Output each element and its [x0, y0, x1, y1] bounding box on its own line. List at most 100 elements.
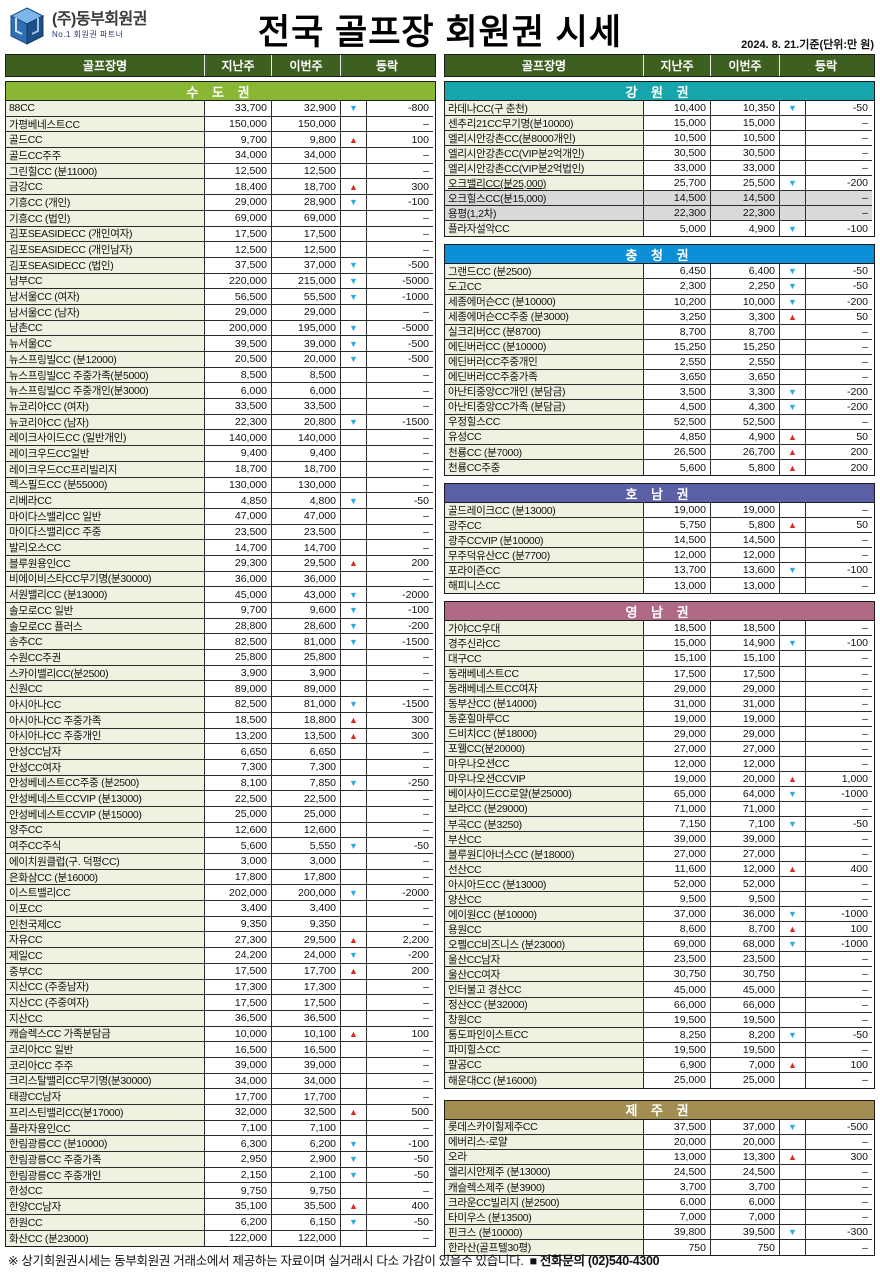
course-name-cell: 코리아CC 주주 — [6, 1057, 205, 1074]
course-name-text: 세종에머슨CC (분10000) — [448, 296, 556, 309]
change-direction-cell — [341, 477, 367, 494]
last-week-price-cell: 27,000 — [644, 741, 711, 757]
course-name-text: 용평(1,2차) — [448, 207, 497, 220]
course-name-text: 리베라CC — [9, 495, 52, 508]
course-name-text: 골드CC주주 — [9, 149, 62, 162]
page-title: 전국 골프장 회원권 시세 — [257, 13, 623, 52]
change-value-cell: – — [806, 801, 872, 817]
change-direction-cell — [780, 756, 806, 772]
course-name-cell: 창원CC — [445, 1012, 644, 1028]
change-value-cell: – — [367, 1073, 433, 1090]
change-direction-cell — [341, 148, 367, 164]
course-name-cell: 안성베네스트CCVIP (분15000) — [6, 806, 205, 823]
change-value-cell: – — [806, 711, 872, 727]
course-name-cell: 아난티중앙CC개인 (분담금) — [445, 384, 644, 400]
last-week-price-cell: 14,500 — [644, 191, 711, 207]
this-week-price-cell: 750 — [711, 1240, 780, 1256]
up-arrow-icon: ▲ — [788, 447, 797, 457]
change-direction-cell — [341, 540, 367, 556]
course-name-cell: 아시아드CC (분13000) — [445, 877, 644, 893]
course-name-text: 오크힐스CC(분15,000) — [448, 192, 547, 205]
change-value-cell: – — [806, 756, 872, 772]
table-row: 발리오스CC 14,700 14,700 – — [6, 540, 435, 556]
change-direction-cell — [780, 324, 806, 340]
this-week-price-cell: 10,000 — [711, 294, 780, 310]
course-name-text: 울산CC남자 — [448, 953, 501, 966]
last-week-price-cell: 3,700 — [644, 1180, 711, 1196]
down-arrow-icon: ▼ — [788, 909, 797, 920]
table-row: 블루원용인CC 29,300 29,500 ▲ 200 — [6, 555, 435, 572]
course-name-text: 남촌CC — [9, 322, 43, 335]
change-value-cell: -50 — [806, 101, 872, 117]
last-week-price-cell: 25,700 — [644, 176, 711, 192]
course-name-text: 남서울CC (남자) — [9, 306, 80, 319]
table-row: 마이다스밸리CC 주중 23,500 23,500 – — [6, 524, 435, 541]
course-name-cell: 통도파인이스트CC — [445, 1027, 644, 1043]
up-arrow-icon: ▲ — [349, 181, 358, 192]
change-value-cell: – — [367, 916, 433, 933]
course-name-cell: 지산CC — [6, 1010, 205, 1027]
course-name-text: 레이크우드CC일반 — [9, 447, 90, 460]
change-direction-cell — [780, 161, 806, 177]
change-value-cell: 300 — [367, 179, 433, 196]
change-value-cell: – — [806, 621, 872, 637]
change-value-cell: 1,000 — [806, 771, 872, 787]
this-week-price-cell: 13,000 — [711, 578, 780, 594]
course-name-text: 정산CC (분32000) — [448, 999, 528, 1012]
course-name-cell: 한라산(골프텔30평) — [445, 1240, 644, 1256]
this-week-price-cell: 31,000 — [711, 696, 780, 712]
change-direction-cell: ▼ — [780, 399, 806, 415]
last-week-price-cell: 2,300 — [644, 279, 711, 295]
change-value-cell: 500 — [367, 1105, 433, 1121]
change-value-cell: – — [806, 696, 872, 712]
course-name-text: 크리스탈밸리CC무기명(분30000) — [9, 1075, 152, 1088]
disclaimer-text: ※ 상기회원권시세는 동부회원권 거래소에서 제공하는 자료이며 실거래시 다소… — [8, 1254, 524, 1268]
table-row: 골드레이크CC (분13000) 19,000 19,000 – — [445, 503, 874, 519]
course-name-cell: 양주CC — [6, 822, 205, 839]
course-name-cell: 뉴코리아CC (여자) — [6, 399, 205, 415]
change-value-cell: 100 — [806, 1057, 872, 1073]
down-arrow-icon: ▼ — [349, 699, 358, 710]
course-name-text: 가야CC우대 — [448, 622, 501, 635]
table-row: 금강CC 18,400 18,700 ▲ 300 — [6, 179, 435, 196]
table-row: 리베라CC 4,850 4,800 ▼ -50 — [6, 493, 435, 509]
change-direction-cell — [780, 191, 806, 207]
change-direction-cell: ▼ — [780, 264, 806, 280]
change-direction-cell: ▼ — [780, 1027, 806, 1043]
change-value-cell: – — [367, 1042, 433, 1058]
change-direction-cell: ▼ — [341, 697, 367, 713]
course-name-cell: 우정힐스CC — [445, 414, 644, 430]
course-name-cell: 뉴스프링빌CC 주중가족(분5000) — [6, 367, 205, 384]
change-value-cell: – — [806, 354, 872, 370]
change-value-cell: – — [367, 869, 433, 886]
table-row: 에이치원클럽(구. 덕평CC) 3,000 3,000 – — [6, 854, 435, 870]
this-week-price-cell: 13,600 — [711, 563, 780, 579]
course-name-text: 가평베네스트CC — [9, 118, 80, 131]
course-name-cell: 유성CC — [445, 429, 644, 445]
table-row: 도고CC 2,300 2,250 ▼ -50 — [445, 279, 874, 295]
change-direction-cell: ▲ — [780, 1057, 806, 1073]
change-value-cell: – — [806, 1072, 872, 1088]
change-value-cell: -300 — [806, 1225, 872, 1241]
course-name-text: 마우나오션CC — [448, 758, 510, 771]
course-name-text: 양산CC — [448, 893, 482, 906]
last-week-price-cell: 200,000 — [205, 320, 272, 337]
up-arrow-icon: ▲ — [788, 520, 797, 531]
table-row: 인천국제CC 9,350 9,350 – — [6, 916, 435, 933]
table-row: 베이사이드CC로얄(분25000) 65,000 64,000 ▼ -1000 — [445, 786, 874, 802]
change-value-cell: 400 — [806, 862, 872, 878]
change-direction-cell: ▼ — [341, 885, 367, 902]
region-band: 영 남 권 — [445, 602, 874, 622]
this-week-price-cell: 5,800 — [711, 460, 780, 476]
course-name-text: 한림광릉CC (분10000) — [9, 1138, 108, 1151]
change-value-cell: 300 — [367, 728, 433, 745]
table-row: 울산CC남자 23,500 23,500 – — [445, 952, 874, 968]
change-direction-cell: ▲ — [341, 555, 367, 572]
course-name-cell: 동래베네스트CC여자 — [445, 681, 644, 697]
course-name-cell: 도고CC — [445, 279, 644, 295]
course-name-cell: 뉴스프링빌CC (분12000) — [6, 352, 205, 368]
this-week-price-cell: 18,800 — [272, 712, 341, 729]
last-week-price-cell: 17,500 — [205, 226, 272, 243]
table-row: 유성CC 4,850 4,900 ▲ 50 — [445, 429, 874, 445]
course-name-cell: 은화삼CC (분16000) — [6, 869, 205, 886]
